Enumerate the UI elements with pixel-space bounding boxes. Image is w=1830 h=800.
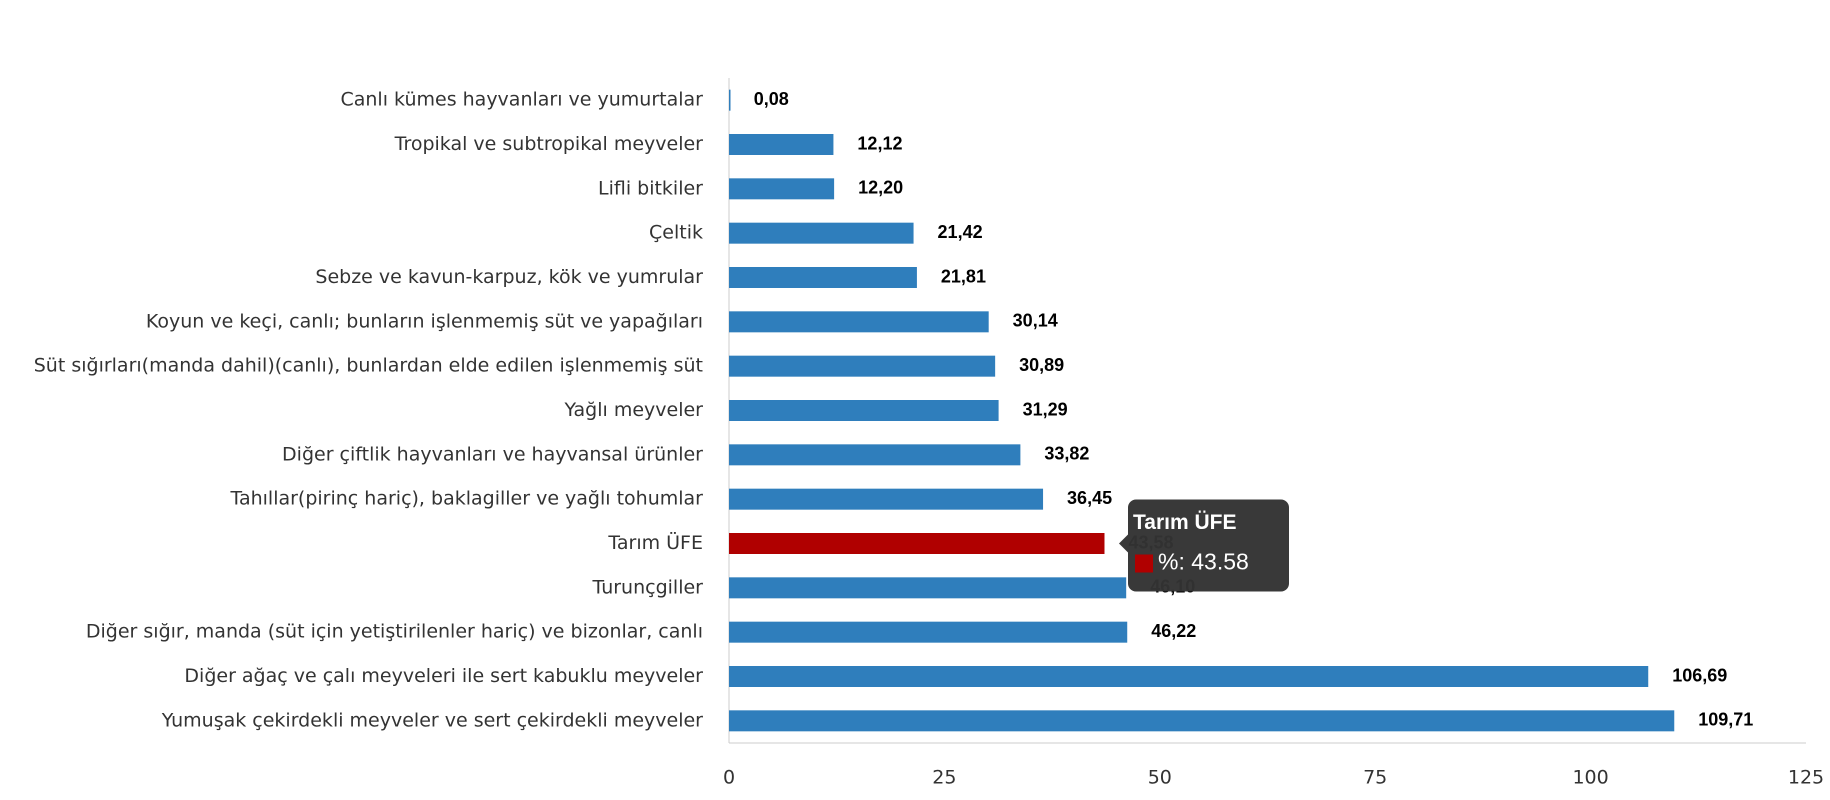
bar	[729, 134, 834, 155]
y-tick-label: Koyun ve keçi, canlı; bunların işlenmemi…	[146, 310, 703, 332]
y-tick-label: Yumuşak çekirdekli meyveler ve sert çeki…	[161, 709, 703, 731]
y-tick-label: Tropikal ve subtropikal meyveler	[394, 133, 704, 155]
bar	[729, 488, 1044, 510]
value-label: 36,45	[1067, 488, 1112, 508]
x-tick-label: 0	[723, 767, 735, 789]
y-tick-label: Tahıllar(pirinç hariç), baklagiller ve y…	[229, 488, 703, 510]
bar	[729, 533, 1105, 554]
value-label: 21,42	[938, 222, 983, 242]
bar	[729, 89, 731, 111]
x-tick-label: 75	[1363, 767, 1387, 789]
bar	[729, 400, 999, 421]
y-tick-label: Canlı kümes hayvanları ve yumurtalar	[340, 89, 703, 111]
x-tick-label: 50	[1148, 767, 1172, 789]
tooltip-title: Tarım ÜFE	[1133, 511, 1236, 534]
value-label: 109,71	[1698, 710, 1753, 730]
value-label: 12,12	[857, 133, 902, 153]
bar	[729, 178, 835, 200]
x-tick-label: 125	[1788, 767, 1824, 789]
bar	[729, 267, 917, 288]
bar	[729, 666, 1649, 687]
y-tick-label: Diğer sığır, manda (süt için yetiştirile…	[86, 621, 703, 643]
value-label: 106,69	[1672, 665, 1727, 685]
tooltip-swatch	[1135, 554, 1153, 573]
y-tick-label: Tarım ÜFE	[607, 531, 703, 554]
value-label: 30,89	[1019, 355, 1064, 375]
value-label: 12,20	[858, 178, 903, 198]
x-tick-label: 100	[1572, 767, 1608, 789]
tooltip-box	[1119, 499, 1289, 592]
value-label: 46,22	[1151, 621, 1196, 641]
y-tick-label: Süt sığırları(manda dahil)(canlı), bunla…	[34, 355, 703, 377]
y-tick-label: Diğer ağaç ve çalı meyveleri ile sert ka…	[184, 665, 703, 687]
y-tick-label: Turunçgiller	[591, 576, 703, 598]
bar	[729, 355, 996, 377]
bar	[729, 577, 1127, 599]
value-label: 21,81	[941, 266, 986, 286]
value-label: 30,14	[1013, 311, 1058, 331]
bar	[729, 222, 914, 244]
y-tick-label: Çeltik	[649, 222, 703, 244]
y-tick-label: Diğer çiftlik hayvanları ve hayvansal ür…	[282, 443, 703, 465]
x-tick-label: 25	[932, 767, 956, 789]
y-tick-label: Lifli bitkiler	[598, 177, 703, 199]
value-label: 0,08	[754, 89, 789, 109]
bar	[729, 710, 1675, 732]
value-label: 33,82	[1044, 444, 1089, 464]
value-label: 31,29	[1023, 399, 1068, 419]
y-tick-label: Yağlı meyveler	[564, 399, 704, 421]
tooltip-text: %: 43.58	[1158, 549, 1249, 575]
bar	[729, 621, 1128, 643]
bar	[729, 311, 989, 333]
y-tick-label: Sebze ve kavun-karpuz, kök ve yumrular	[315, 266, 703, 288]
bar	[729, 444, 1021, 466]
tooltip: Tarım ÜFE %: 43.58	[1119, 499, 1289, 592]
